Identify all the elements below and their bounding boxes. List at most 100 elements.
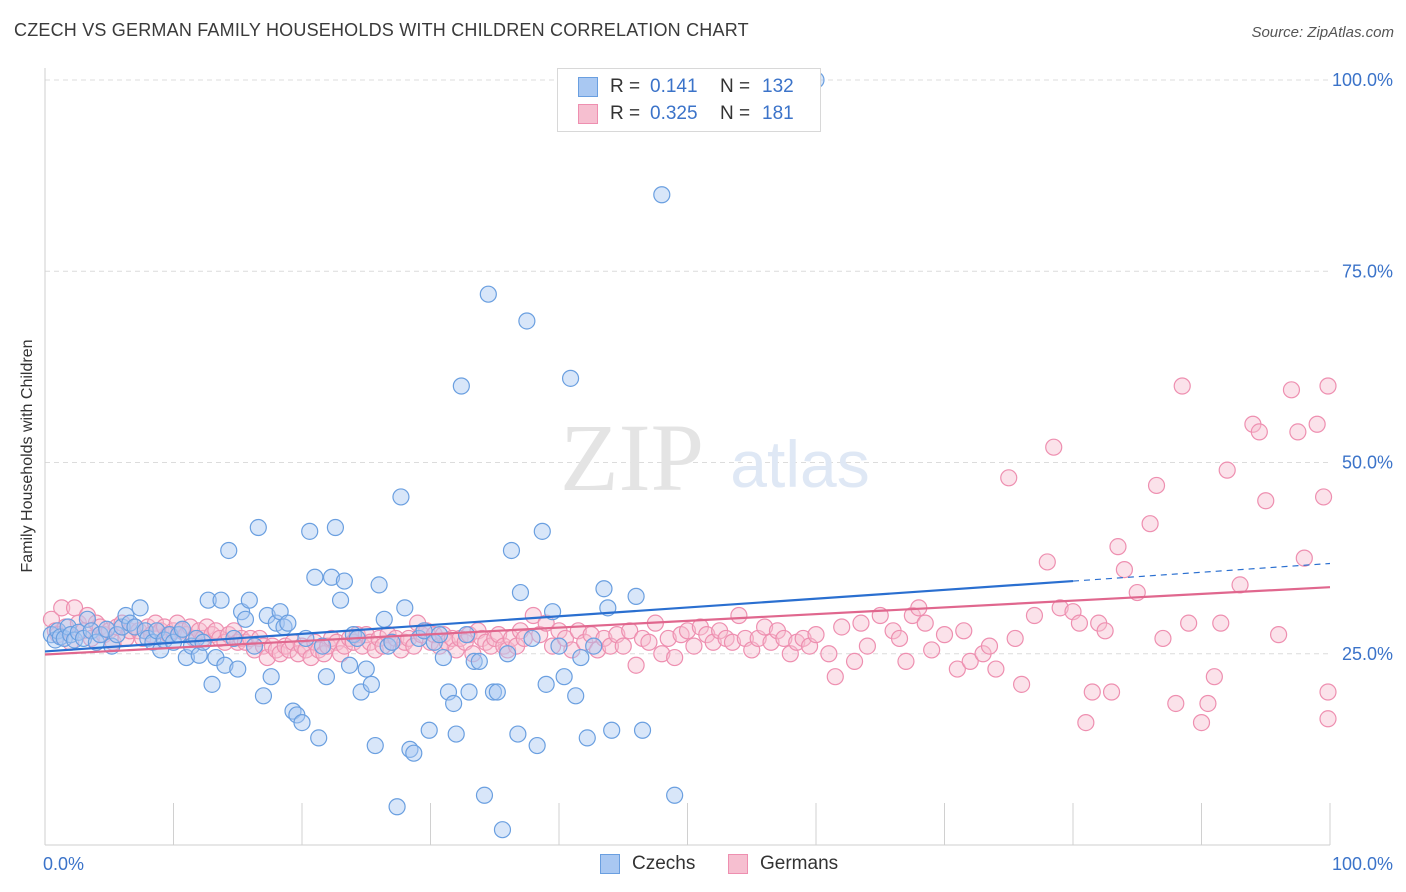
german-point-174 bbox=[961, 652, 979, 671]
czech-point-20 bbox=[126, 618, 144, 636]
czech-point-42 bbox=[220, 541, 238, 560]
czech-point-77 bbox=[370, 576, 388, 594]
czech-point-37 bbox=[199, 591, 217, 609]
czech-point-98 bbox=[465, 652, 483, 671]
czech-point-104 bbox=[493, 821, 512, 839]
czech-point-31 bbox=[173, 620, 192, 638]
czech-point-36 bbox=[194, 633, 212, 651]
german-point-157 bbox=[820, 645, 838, 663]
czech-point-108 bbox=[511, 583, 530, 602]
german-point-198 bbox=[1167, 694, 1185, 713]
german-point-112 bbox=[524, 606, 542, 625]
german-point-202 bbox=[1199, 694, 1217, 713]
bottom-germans-label: Germans bbox=[760, 853, 839, 874]
czech-point-38 bbox=[203, 675, 221, 693]
czechs-n-label: N = bbox=[720, 76, 751, 97]
czech-point-66 bbox=[322, 568, 341, 586]
german-point-181 bbox=[1025, 606, 1044, 625]
czech-point-99 bbox=[470, 652, 488, 671]
german-point-200 bbox=[1180, 614, 1198, 632]
german-point-204 bbox=[1212, 614, 1230, 632]
czech-point-75 bbox=[362, 675, 380, 693]
czech-point-122 bbox=[595, 580, 613, 598]
germans-trend-line bbox=[44, 586, 1331, 656]
german-point-130 bbox=[640, 633, 658, 651]
stats-legend: R = 0.141 N = 132 R = 0.325 N = 181 bbox=[557, 68, 821, 132]
czech-point-59 bbox=[293, 713, 311, 732]
czech-point-117 bbox=[561, 369, 580, 387]
german-point-214 bbox=[1308, 415, 1326, 433]
czechs-r-value: 0.141 bbox=[650, 76, 698, 97]
german-point-173 bbox=[955, 622, 973, 640]
german-point-217 bbox=[1319, 710, 1337, 728]
german-point-133 bbox=[659, 629, 677, 648]
czech-point-80 bbox=[383, 633, 401, 651]
german-point-180 bbox=[1012, 675, 1031, 693]
german-point-208 bbox=[1250, 423, 1268, 441]
czech-point-81 bbox=[388, 798, 406, 816]
german-point-172 bbox=[948, 660, 966, 678]
y-tick-label-25: 25.0% bbox=[1342, 644, 1393, 664]
german-point-169 bbox=[916, 614, 934, 632]
german-point-137 bbox=[685, 637, 703, 655]
czech-point-127 bbox=[653, 186, 671, 204]
czech-point-101 bbox=[479, 285, 497, 303]
german-point-216 bbox=[1319, 377, 1337, 395]
german-point-201 bbox=[1192, 713, 1211, 732]
czech-point-95 bbox=[452, 377, 470, 395]
czech-point-119 bbox=[572, 648, 590, 667]
germans-n-value: 181 bbox=[762, 103, 794, 124]
german-point-186 bbox=[1070, 614, 1089, 632]
german-point-177 bbox=[987, 660, 1005, 678]
czech-point-103 bbox=[488, 683, 506, 701]
german-point-128 bbox=[627, 656, 645, 674]
german-point-191 bbox=[1102, 683, 1121, 701]
czech-point-100 bbox=[475, 786, 494, 804]
czech-point-44 bbox=[229, 660, 247, 678]
y-tick-label-75: 75.0% bbox=[1342, 261, 1393, 281]
german-point-159 bbox=[833, 618, 851, 636]
czech-point-112 bbox=[533, 522, 551, 540]
german-point-166 bbox=[897, 652, 915, 671]
german-point-115 bbox=[543, 637, 562, 655]
german-point-211 bbox=[1282, 381, 1301, 399]
german-point-195 bbox=[1141, 515, 1159, 533]
german-point-187 bbox=[1077, 713, 1095, 732]
german-point-160 bbox=[845, 652, 864, 671]
bottom-legend-czechs: Czechs bbox=[600, 852, 695, 876]
czech-point-67 bbox=[326, 518, 345, 537]
czech-point-128 bbox=[666, 786, 684, 804]
german-point-156 bbox=[807, 626, 825, 644]
german-point-197 bbox=[1154, 629, 1172, 648]
watermark-atlas: atlas bbox=[730, 427, 869, 501]
trend-lines bbox=[44, 562, 1331, 656]
czech-point-94 bbox=[447, 725, 465, 743]
german-point-210 bbox=[1269, 626, 1288, 644]
czech-point-74 bbox=[357, 660, 375, 678]
czech-point-124 bbox=[603, 721, 621, 739]
czech-point-105 bbox=[499, 645, 517, 663]
czechs-trend-line bbox=[44, 579, 1074, 653]
german-point-170 bbox=[923, 641, 941, 659]
axes bbox=[44, 68, 1331, 846]
czech-point-96 bbox=[457, 626, 476, 644]
czechs-trend-extension bbox=[1072, 562, 1331, 582]
german-point-184 bbox=[1051, 599, 1069, 617]
czech-point-41 bbox=[216, 656, 234, 674]
czech-point-97 bbox=[460, 683, 478, 701]
legend-row-czechs: R = 0.141 N = 132 bbox=[578, 74, 794, 100]
german-point-179 bbox=[1006, 629, 1024, 648]
czech-point-113 bbox=[537, 675, 555, 693]
german-point-203 bbox=[1205, 668, 1223, 686]
y-tick-label-100: 100.0% bbox=[1332, 70, 1393, 90]
czech-point-106 bbox=[502, 541, 521, 560]
german-point-136 bbox=[678, 622, 697, 640]
czech-point-48 bbox=[245, 637, 264, 655]
czech-point-120 bbox=[578, 729, 596, 747]
german-point-176 bbox=[980, 637, 999, 655]
germans-r-value: 0.325 bbox=[650, 103, 698, 124]
czech-point-76 bbox=[366, 736, 384, 755]
germans-swatch bbox=[578, 104, 598, 124]
czech-point-62 bbox=[306, 568, 324, 586]
